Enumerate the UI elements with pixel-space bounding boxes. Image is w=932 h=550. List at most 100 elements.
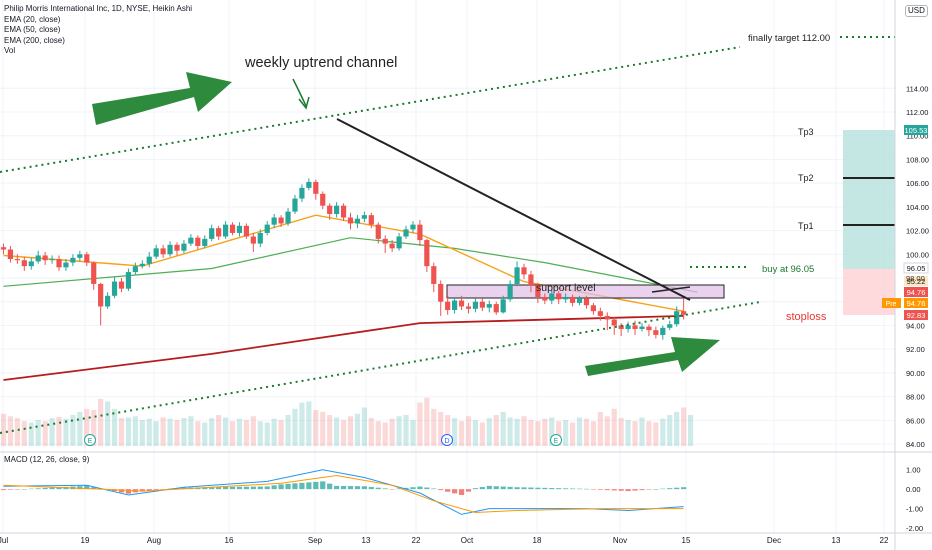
dividend-marker[interactable]: D xyxy=(441,434,453,446)
candle-body xyxy=(146,256,152,264)
volume-bar xyxy=(361,407,367,446)
volume-bar xyxy=(583,418,590,446)
time-tick-label: Oct xyxy=(461,536,474,545)
macd-histogram-bar xyxy=(146,489,152,491)
volume-bar xyxy=(125,417,132,446)
candle-body xyxy=(250,236,256,244)
svg-text:94.76: 94.76 xyxy=(907,288,926,297)
volume-bar xyxy=(139,419,145,446)
legend-vol[interactable]: Vol xyxy=(4,46,16,55)
candle-body xyxy=(0,247,7,250)
tp1-label: Tp1 xyxy=(798,221,814,231)
candle-body xyxy=(674,311,680,325)
legend-ema200[interactable]: EMA (200, close) xyxy=(4,35,65,45)
candle-body xyxy=(285,211,291,224)
macd-histogram-bar xyxy=(452,489,458,494)
price-tick-label: 98.00 xyxy=(906,274,925,283)
volume-bar xyxy=(354,413,361,446)
candle-body xyxy=(347,217,354,224)
volume-bar xyxy=(146,418,152,446)
candle-body xyxy=(361,215,367,219)
volume-bar xyxy=(472,419,479,446)
price-tag-pre: Pre 94.76 xyxy=(882,298,928,308)
macd-histogram-bar xyxy=(458,489,465,495)
candle-body xyxy=(431,266,437,284)
svg-text:E: E xyxy=(554,438,559,445)
candle-body xyxy=(84,254,90,263)
candle-body xyxy=(500,299,506,313)
candle-body xyxy=(611,319,617,326)
legend-ema50[interactable]: EMA (50, close) xyxy=(4,25,61,34)
volume-bar xyxy=(368,418,374,446)
candle-body xyxy=(70,257,76,263)
volume-bar xyxy=(236,418,243,446)
candle-body xyxy=(320,193,326,206)
volume-bar xyxy=(222,417,229,446)
macd-histogram-bar xyxy=(139,489,145,492)
price-tag-stop: 92.83 xyxy=(904,310,928,320)
candle-body xyxy=(125,272,132,289)
macd-tick-label: -1.00 xyxy=(906,505,923,514)
price-tick-label: 92.00 xyxy=(906,345,925,354)
time-tick-label: 15 xyxy=(682,536,691,545)
volume-bar xyxy=(91,410,97,446)
candle-body xyxy=(181,243,187,251)
volume-bar xyxy=(382,422,388,446)
volume-bar xyxy=(327,415,333,446)
price-tag-ema20: 95.22 xyxy=(904,276,928,286)
volume-bar xyxy=(569,422,576,446)
volume-bar xyxy=(132,416,138,446)
candle-body xyxy=(653,330,659,335)
candle-body xyxy=(202,238,208,246)
volume-bar xyxy=(465,416,472,446)
macd-histogram-bar xyxy=(347,486,354,490)
volume-bar xyxy=(202,422,208,446)
earnings-marker[interactable]: E xyxy=(550,434,562,446)
macd-histogram-bar xyxy=(160,489,166,490)
time-tick-label: 22 xyxy=(880,536,889,545)
macd-histogram-bar xyxy=(236,486,243,490)
macd-histogram-bar xyxy=(361,486,367,490)
candles xyxy=(0,178,687,340)
candle-body xyxy=(569,296,576,303)
tp2-label: Tp2 xyxy=(798,173,814,183)
earnings-marker[interactable]: E xyxy=(84,434,96,446)
volume-bar xyxy=(646,421,652,446)
volume-bar xyxy=(278,419,284,446)
volume-bar xyxy=(514,418,520,446)
volume-bar xyxy=(0,413,7,446)
candle-body xyxy=(403,229,409,237)
volume-bar xyxy=(188,416,194,446)
candle-body xyxy=(452,300,458,311)
target-label: finally target 112.00 xyxy=(748,33,830,44)
price-tag-last: 94.76 xyxy=(904,287,928,297)
candle-body xyxy=(188,237,194,244)
volume-bar xyxy=(49,418,55,446)
candle-body xyxy=(528,274,534,286)
price-tick-label: 112.00 xyxy=(906,108,928,117)
macd-histogram-bar xyxy=(278,484,284,490)
candle-body xyxy=(91,262,97,284)
volume-bar xyxy=(618,418,624,446)
svg-text:94.76: 94.76 xyxy=(907,299,926,308)
currency-button[interactable]: USD xyxy=(905,5,928,17)
candle-body xyxy=(354,218,361,224)
macd-histogram-bar xyxy=(250,486,256,490)
candle-body xyxy=(167,244,173,255)
macd-histogram-bar xyxy=(209,487,215,490)
channel-label: weekly uptrend channel xyxy=(244,55,397,71)
legend-ema20[interactable]: EMA (20, close) xyxy=(4,14,61,24)
volume-bar xyxy=(84,408,90,446)
volume-bar xyxy=(389,418,395,446)
volume-bar xyxy=(320,411,326,446)
candle-body xyxy=(465,306,472,309)
volume-bar xyxy=(445,415,451,446)
candle-body xyxy=(542,296,548,301)
channel-lower-line xyxy=(0,301,761,434)
candle-body xyxy=(590,305,596,312)
candle-body xyxy=(639,326,645,329)
macd-histogram-bar xyxy=(507,486,513,490)
time-tick-label: Jul xyxy=(0,536,8,545)
macd-histogram-bar xyxy=(35,488,41,490)
